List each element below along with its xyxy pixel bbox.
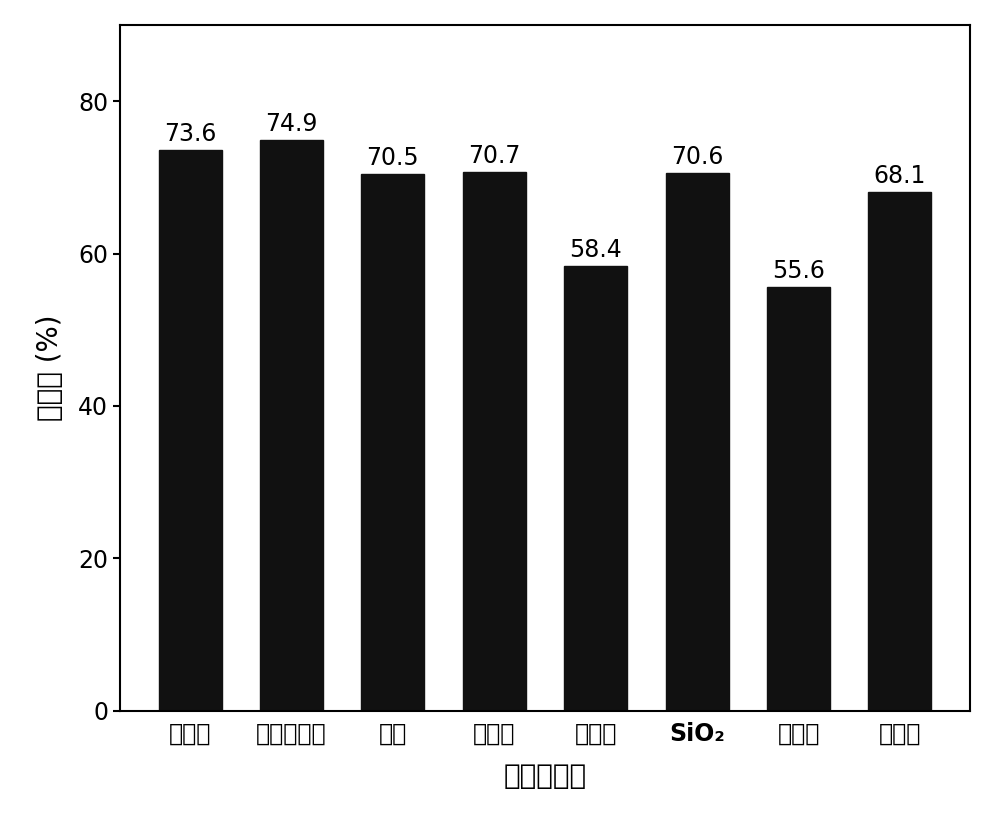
Y-axis label: 降解率 (%): 降解率 (%) [36, 314, 64, 421]
Text: 70.7: 70.7 [468, 145, 520, 168]
Text: 74.9: 74.9 [265, 112, 318, 136]
Bar [767, 287, 830, 711]
Text: 70.5: 70.5 [367, 145, 419, 170]
Text: 58.4: 58.4 [569, 238, 622, 262]
Bar [868, 192, 931, 711]
Bar [260, 140, 323, 711]
Bar [463, 172, 526, 711]
Bar [159, 150, 222, 711]
Text: 73.6: 73.6 [164, 122, 216, 146]
X-axis label: 添加剂种类: 添加剂种类 [503, 762, 587, 790]
Bar [361, 174, 424, 711]
Bar [666, 173, 729, 711]
Text: 70.6: 70.6 [671, 145, 723, 169]
Text: 55.6: 55.6 [772, 259, 825, 283]
Text: 68.1: 68.1 [874, 164, 926, 188]
Bar [564, 266, 627, 711]
